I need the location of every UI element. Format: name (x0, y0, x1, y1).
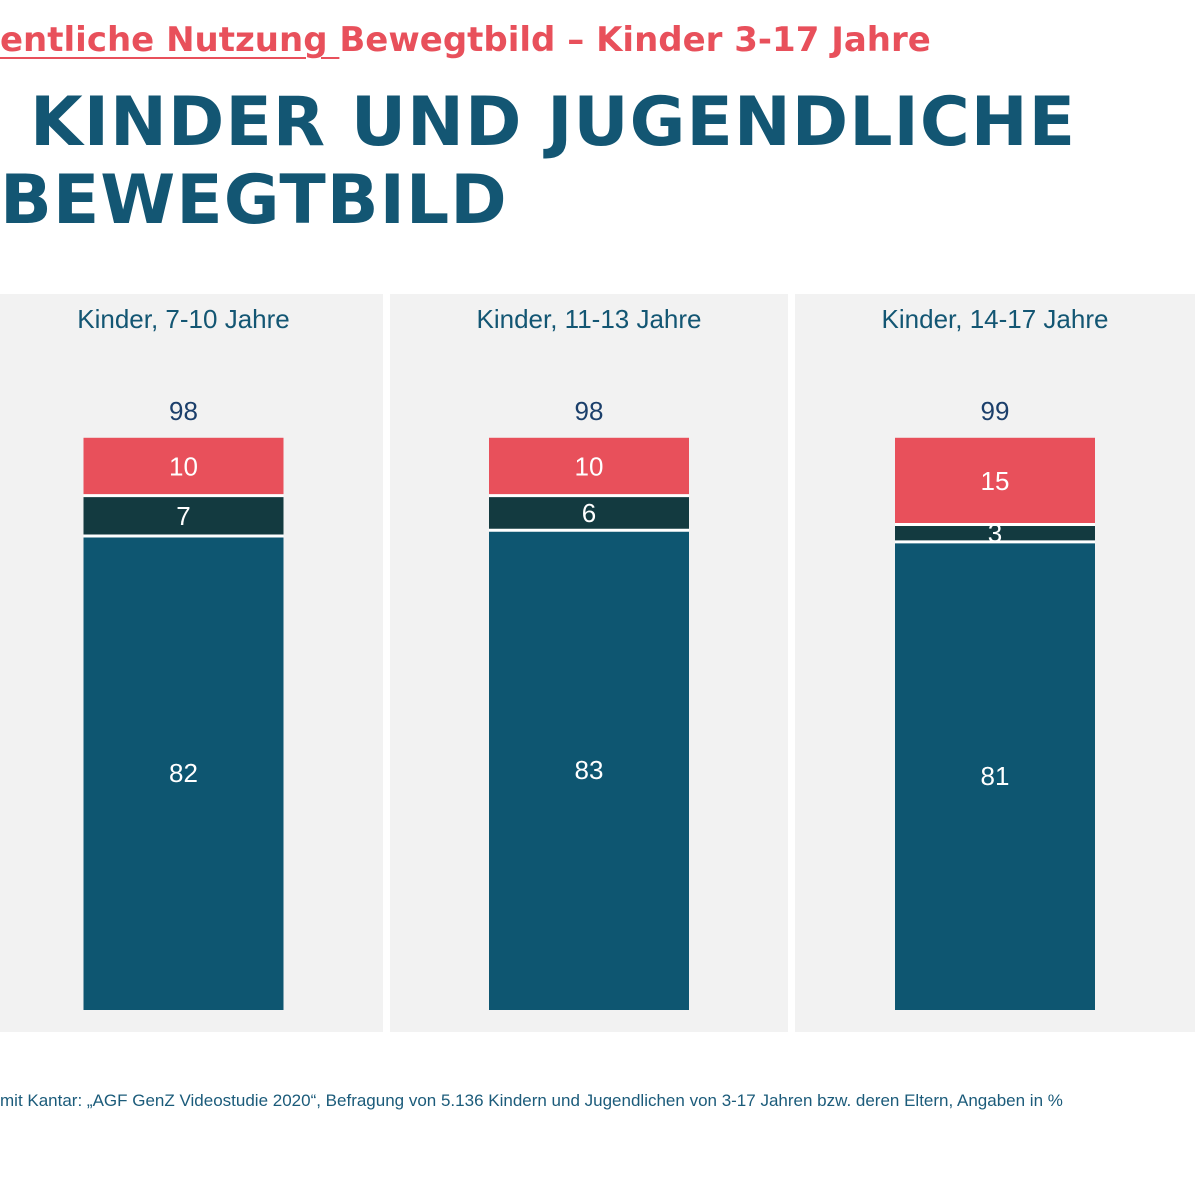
total-label: 98 (169, 396, 198, 426)
total-label: 98 (575, 396, 604, 426)
data-label: 10 (169, 452, 198, 482)
bar-segment (83, 536, 284, 1010)
category-label: Kinder, 11-13 Jahre (477, 304, 702, 334)
page-title: KINDER UND JUGENDLICHE BEWEGTBILD (0, 84, 1200, 240)
data-label: 10 (575, 452, 604, 482)
bar-segment (489, 495, 689, 531)
data-label: 83 (575, 755, 604, 785)
bar-segment (489, 437, 689, 496)
category-label: Kinder, 7-10 Jahre (77, 304, 289, 334)
bar-segment (489, 530, 689, 1010)
total-label: 99 (981, 396, 1010, 426)
top-subtitle: entliche Nutzung Bewegtbild – Kinder 3-1… (0, 16, 1200, 64)
subtitle-rest: Bewegtbild – Kinder 3-17 Jahre (339, 20, 931, 60)
source-note: mit Kantar: „AGF GenZ Videostudie 2020“,… (0, 1091, 1063, 1110)
subtitle-underlined-part: entliche Nutzung (0, 20, 340, 60)
title-line-1: KINDER UND JUGENDLICHE (30, 84, 1077, 162)
bar-segment (895, 541, 1095, 1010)
data-label: 81 (981, 761, 1010, 791)
data-label: 6 (582, 498, 596, 528)
stacked-bar-chart: Kinder, 7-10 Jahre 82 7 10 98 Kinder, 11-13 J… (0, 294, 1195, 1032)
category-label: Kinder, 14-17 Jahre (882, 304, 1109, 334)
bar-segment (895, 437, 1095, 525)
data-label: 7 (176, 501, 190, 531)
bar-segment (83, 437, 284, 496)
bar-segment (895, 524, 1095, 542)
data-label: 82 (169, 758, 198, 788)
bar-segment (83, 495, 284, 537)
data-label: 15 (981, 466, 1010, 496)
title-line-2: BEWEGTBILD (0, 162, 508, 240)
